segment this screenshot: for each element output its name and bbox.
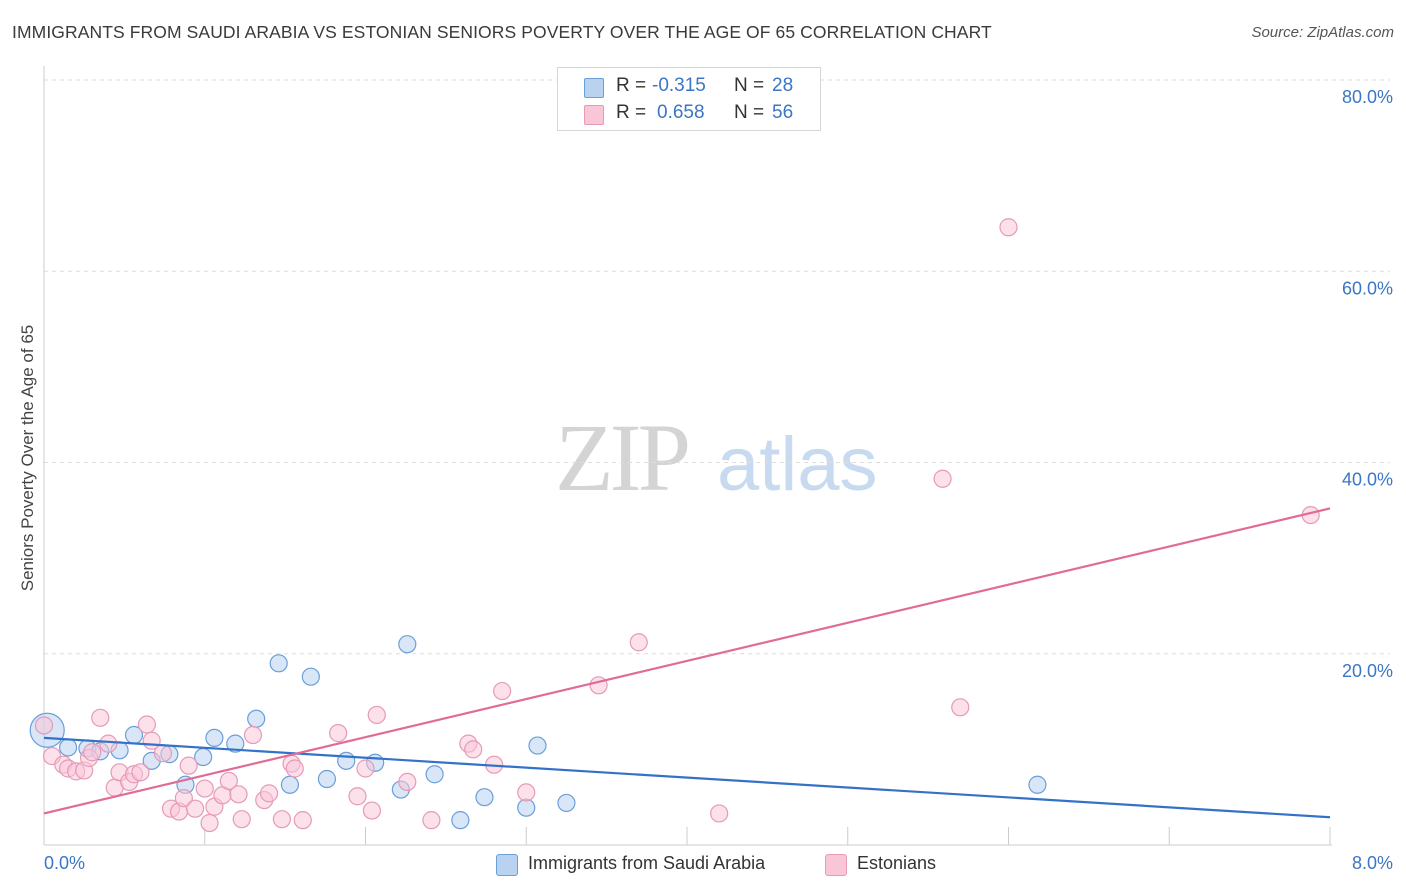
x-tick-label: 8.0% [1352,853,1393,873]
grid-lines [44,79,1390,655]
estonians-point [951,698,970,717]
saudi-arabia-point [337,751,356,770]
watermark: ZIP atlas [555,404,878,511]
estonians-point [517,783,536,802]
y-tick-labels: 20.0% 40.0% 60.0% 80.0% [1342,87,1393,681]
saudi-arabia-point [317,769,337,789]
saudi-arabia-point [517,798,536,817]
estonians-point [195,779,214,798]
legend-swatch-estonians [825,854,847,876]
saudi-arabia-point [247,709,266,728]
saudi-arabia-point [557,793,576,813]
saudi-arabia-swatch [584,78,604,98]
series-estonians [34,218,1320,833]
stats-box: R = -0.315 N = 28 R = 0.658 N = 56 [557,67,821,131]
saudi-arabia-point [425,765,444,784]
n-label: N = [734,102,765,123]
legend-label: Immigrants from Saudi Arabia [528,853,766,873]
estonians-point [629,633,648,652]
y-tick-label: 60.0% [1342,278,1393,298]
x-tick-label: 0.0% [44,853,85,873]
y-tick-label: 80.0% [1342,87,1393,107]
estonians-point [229,785,248,804]
r-label: R = [616,75,647,96]
estonians-point [83,743,102,762]
estonians-point [99,734,118,753]
saudi-arabia-point [205,728,224,748]
estonians-point [91,708,110,727]
saudi-arabia-point [59,738,78,757]
estonians-point [153,744,173,763]
estonians-point [219,771,238,791]
trend-lines [43,507,1331,819]
series-saudi-arabia [29,635,1047,830]
saudi-arabia-trend-line [43,736,1331,819]
r-label: R = [616,102,647,123]
saudi-arabia-point [226,734,245,753]
estonians-point [367,705,386,725]
estonians-point [422,811,441,830]
n-value: 56 [772,102,794,123]
legend-label: Estonians [857,853,937,873]
estonians-point [174,789,193,808]
estonians-point [362,801,382,820]
r-value: 0.658 [657,102,705,123]
chart-title: IMMIGRANTS FROM SAUDI ARABIA VS ESTONIAN… [12,22,992,42]
estonians-point [493,681,512,701]
axes [43,66,1332,846]
estonians-point [186,799,205,818]
estonians-point [710,804,729,823]
svg-text:atlas: atlas [717,422,878,507]
saudi-arabia-point [1028,775,1047,794]
estonians-point [34,716,54,735]
saudi-arabia-point [528,736,547,755]
estonians-point [200,813,219,833]
estonians-point [999,218,1018,237]
estonians-point [272,810,292,829]
estonians-point [243,725,263,745]
y-tick-label: 20.0% [1342,661,1393,681]
estonians-point [329,724,348,743]
x-tick-labels: 0.0% 8.0% [44,853,1393,873]
legend-swatch-saudi-arabia [496,854,518,876]
data-points [29,218,1320,833]
estonians-point [933,469,952,488]
estonians-swatch [584,105,604,125]
saudi-arabia-point [475,788,494,807]
estonians-point [464,740,483,759]
chart-source: Source: ZipAtlas.com [1251,24,1394,41]
legend: Immigrants from Saudi Arabia Estonians [0,852,1406,878]
estonians-point [293,811,312,830]
n-label: N = [734,75,765,96]
estonians-point [398,772,417,791]
estonians-point [131,763,150,782]
svg-text:ZIP: ZIP [555,404,688,511]
saudi-arabia-point [269,654,288,673]
estonians-point [285,759,304,778]
saudi-arabia-point [451,811,470,830]
saudi-arabia-point [398,635,417,654]
y-tick-label: 40.0% [1342,470,1393,490]
saudi-arabia-point [280,775,300,794]
estonians-point [179,756,198,775]
estonians-point [356,759,375,778]
saudi-arabia-point [301,667,320,686]
estonians-point [232,810,251,829]
r-value: -0.315 [652,75,706,96]
estonians-trend-line [43,507,1331,815]
n-value: 28 [772,75,794,96]
estonians-point [348,787,367,806]
estonians-point [259,784,279,803]
estonians-point [137,715,156,734]
